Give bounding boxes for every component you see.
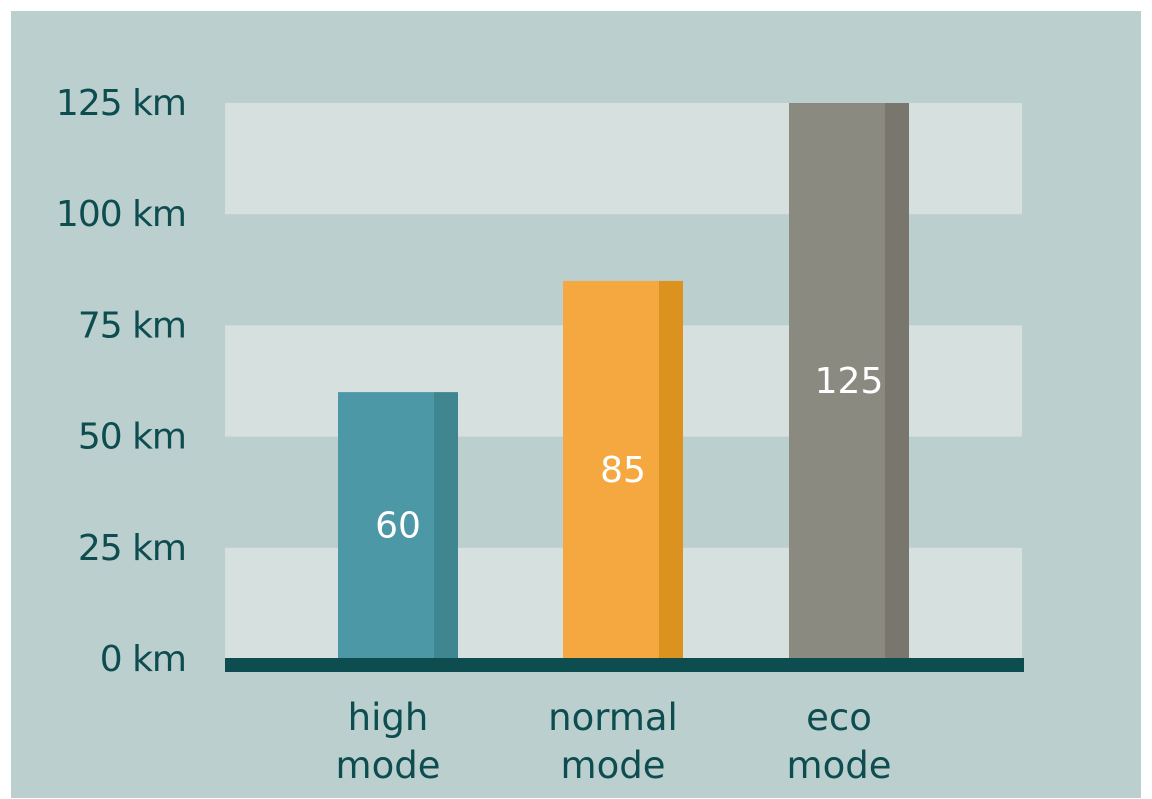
x-category-label-line: normal — [548, 696, 678, 739]
x-category-label-line: mode — [336, 744, 441, 787]
x-category-label: high mode — [336, 696, 441, 787]
bar-value-label: 125 — [815, 361, 884, 402]
x-category-label-line: high — [348, 696, 429, 739]
x-category-label-line: mode — [561, 744, 666, 787]
bar — [789, 103, 885, 659]
bar-side — [659, 280, 683, 659]
x-category-label-line: mode — [787, 744, 892, 787]
bar-value-label: 85 — [600, 450, 646, 491]
x-category-label: normal mode — [548, 696, 678, 787]
x-category-label: eco mode — [787, 696, 892, 787]
x-axis-baseline — [225, 658, 1024, 672]
y-tick-label: 25 km — [78, 528, 186, 569]
y-tick-label: 125 km — [56, 83, 186, 124]
bar-value-labels: 60 85 125 — [375, 361, 883, 547]
y-tick-label: 75 km — [78, 305, 186, 346]
y-tick-label: 50 km — [78, 417, 186, 458]
category-labels: high mode normal mode eco mode — [336, 696, 892, 787]
x-category-label-line: eco — [806, 696, 872, 739]
bars — [338, 103, 909, 659]
bar — [338, 392, 434, 659]
bar-side — [434, 392, 458, 659]
y-tick-label: 100 km — [56, 194, 186, 235]
bar-side — [885, 103, 909, 659]
y-tick-label: 0 km — [100, 639, 186, 680]
bar-value-label: 60 — [375, 506, 421, 547]
y-axis-ticks: 0 km 25 km 50 km 75 km 100 km 125 km — [56, 83, 187, 680]
bar — [563, 280, 659, 659]
